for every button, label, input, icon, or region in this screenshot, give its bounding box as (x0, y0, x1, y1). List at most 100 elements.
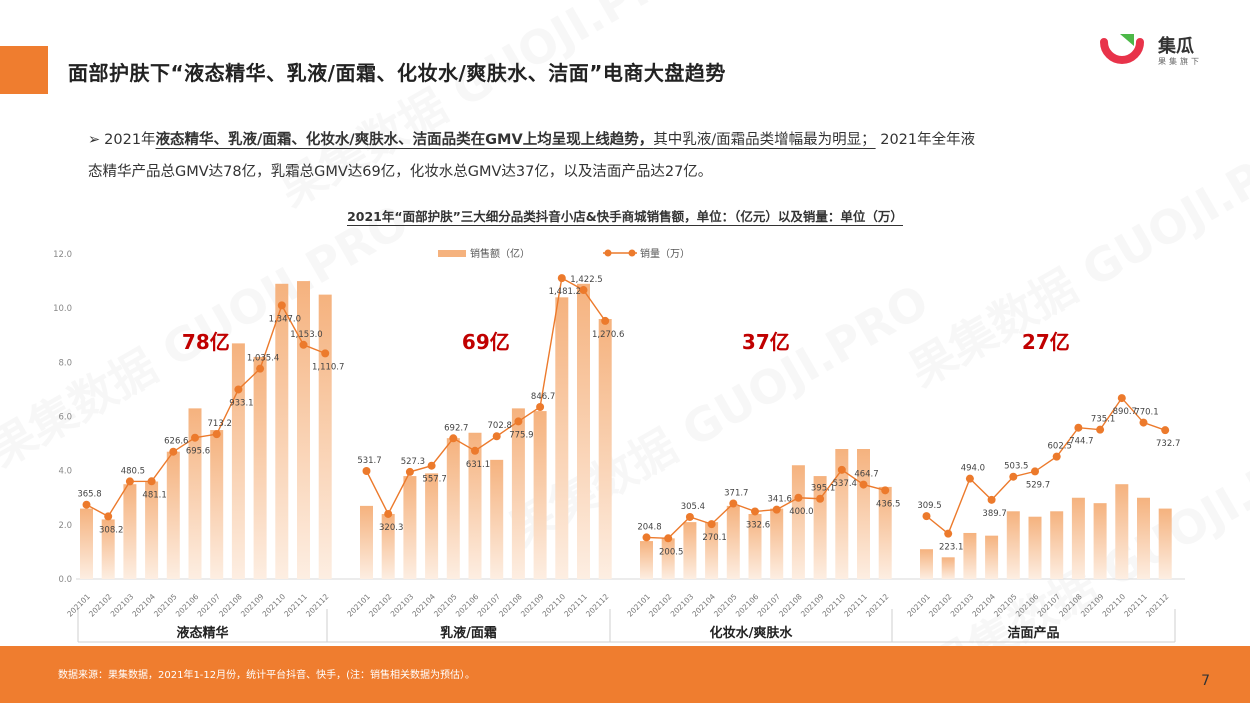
sales-bar (1137, 497, 1150, 579)
volume-point (707, 520, 716, 529)
volume-data-label: 602.5 (1048, 442, 1072, 452)
footer: 数据来源：果集数据，2021年1-12月份，统计平台抖音、快手，(注：销售相关数… (0, 646, 1250, 703)
y-tick-label: 4.0 (58, 467, 72, 477)
sales-bar (1158, 508, 1172, 579)
volume-data-label: 527.3 (401, 457, 425, 467)
legend-label-volume: 销量（万） (640, 247, 690, 260)
volume-line (365, 277, 606, 516)
volume-point (234, 385, 243, 394)
volume-point (299, 340, 308, 349)
volume-point (104, 512, 113, 521)
sales-chart: 0.02.04.06.08.010.012.0 销售额（亿） 销量（万）202101… (53, 247, 1185, 643)
sales-bar (1071, 497, 1085, 579)
sales-bar (533, 411, 547, 579)
volume-point (492, 432, 501, 441)
volume-data-label: 1,422.5 (570, 275, 602, 285)
sales-bar (813, 476, 827, 579)
bullet-rest-line1: 2021年全年液 (880, 132, 976, 148)
volume-point (1139, 418, 1148, 427)
volume-point (642, 533, 651, 542)
sales-bar (80, 508, 93, 579)
volume-point (212, 430, 221, 439)
volume-point (405, 467, 414, 476)
volume-data-label: 1,347.0 (269, 314, 301, 324)
sales-bar (360, 505, 373, 579)
sales-bar (726, 505, 740, 579)
legend-marker-volume (628, 249, 636, 257)
sales-bar (577, 283, 590, 579)
bullet-prefix: 2021年 (104, 132, 156, 148)
volume-data-label: 713.2 (208, 419, 232, 429)
volume-point (664, 534, 673, 543)
volume-point (794, 493, 803, 502)
volume-point (751, 507, 759, 516)
bullet-underlined-text: 其中乳液/面霜品类增幅最为明显； (653, 132, 876, 148)
y-tick-label: 12.0 (53, 250, 72, 260)
volume-point (169, 447, 178, 456)
volume-point (514, 417, 523, 426)
volume-data-label: 732.7 (1156, 439, 1180, 449)
volume-point (922, 512, 931, 521)
sales-bar (920, 549, 933, 579)
sales-bar (1028, 516, 1042, 579)
sales-bar (188, 408, 202, 579)
volume-point (277, 301, 286, 310)
volume-point (1117, 394, 1126, 403)
sales-bar (857, 449, 870, 579)
logo-name: 集瓜 (1158, 36, 1194, 57)
legend-swatch-sales (438, 250, 466, 257)
group-name-label: 乳液/面霜 (440, 625, 497, 641)
sales-bar (275, 283, 289, 579)
volume-data-label: 371.7 (724, 488, 748, 498)
volume-data-label: 933.1 (229, 398, 253, 408)
volume-data-label: 692.7 (444, 423, 468, 433)
y-tick-label: 0.0 (58, 575, 72, 585)
sales-bar (683, 522, 697, 579)
sales-bar (1006, 511, 1020, 579)
volume-data-label: 1,035.4 (247, 354, 279, 364)
group-total-label: 27亿 (1022, 330, 1070, 354)
legend-label-sales: 销售额（亿） (470, 247, 530, 260)
sales-bar (705, 522, 719, 579)
volume-data-label: 775.9 (509, 430, 533, 440)
sales-bar (145, 481, 159, 579)
sales-bar (1050, 511, 1064, 579)
volume-data-label: 626.6 (164, 437, 188, 447)
sales-bar (555, 297, 569, 579)
volume-line (646, 468, 886, 539)
volume-data-label: 200.5 (659, 547, 683, 557)
sales-bar (1115, 484, 1129, 579)
sales-bar (297, 281, 310, 579)
sales-bar (490, 459, 504, 579)
y-tick-label: 2.0 (58, 521, 72, 531)
volume-data-label: 400.0 (789, 507, 813, 517)
volume-data-label: 204.8 (637, 522, 661, 532)
sales-bar (985, 535, 999, 579)
sales-bar (253, 356, 267, 579)
volume-line (926, 396, 1166, 535)
volume-point (859, 480, 868, 489)
volume-line (86, 303, 326, 518)
sales-bar (318, 294, 332, 579)
volume-data-label: 464.7 (854, 470, 878, 480)
volume-data-label: 481.1 (142, 490, 166, 500)
volume-point (536, 403, 545, 412)
sales-bar (661, 538, 675, 579)
volume-data-label: 305.4 (681, 502, 705, 512)
y-tick-label: 10.0 (53, 304, 72, 314)
sales-bar (210, 430, 224, 579)
bullet-arrow-icon: ➢ (88, 132, 101, 148)
volume-data-label: 702.8 (488, 421, 512, 431)
logo: 集瓜 果集旗下 (1100, 28, 1240, 76)
x-tick-label: 202112 (864, 592, 891, 619)
sales-bar (123, 484, 137, 579)
volume-point (1096, 425, 1105, 434)
volume-data-label: 308.2 (99, 525, 123, 535)
sales-bar (231, 343, 245, 579)
page-number: 7 (1201, 673, 1210, 689)
sales-bar (511, 408, 525, 579)
volume-point (837, 465, 846, 474)
sales-bar (1093, 503, 1107, 579)
volume-point (816, 494, 825, 503)
bullet-rest-line2: 态精华产品总GMV达78亿，乳霜总GMV达69亿，化妆水总GMV达37亿，以及洁… (88, 164, 713, 180)
